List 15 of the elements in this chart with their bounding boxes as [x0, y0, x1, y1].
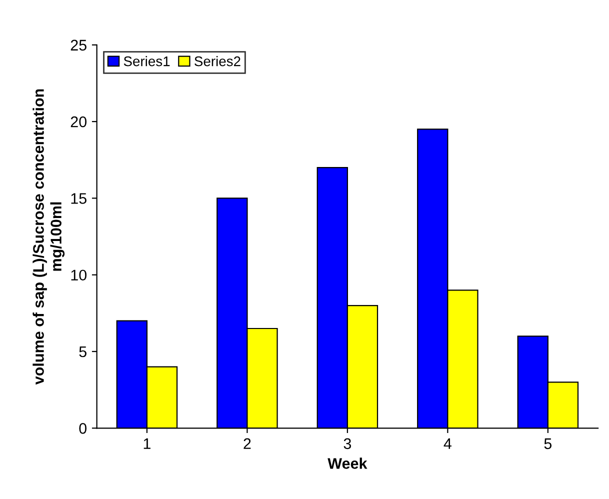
y-tick-label: 5: [79, 346, 86, 358]
legend-label: Series2: [194, 56, 240, 66]
y-tick-label: 0: [79, 423, 87, 434]
x-axis-title: Week: [328, 458, 368, 469]
x-tick-label: 2: [244, 438, 251, 449]
y-axis-title: volume of sap (L)/Sucrose concentration mg/100ml: [32, 89, 65, 385]
x-tick-label: 5: [544, 438, 552, 450]
y-tick-label: 25: [70, 40, 86, 51]
y-tick-label: 15: [71, 193, 86, 204]
legend-label: Series1: [124, 56, 170, 66]
x-tick-label: 3: [344, 438, 352, 450]
y-tick-label: 10: [71, 270, 87, 281]
x-tick-label: 1: [144, 438, 150, 449]
y-tick-label: 20: [70, 116, 87, 128]
x-tick-label: 4: [444, 438, 452, 449]
